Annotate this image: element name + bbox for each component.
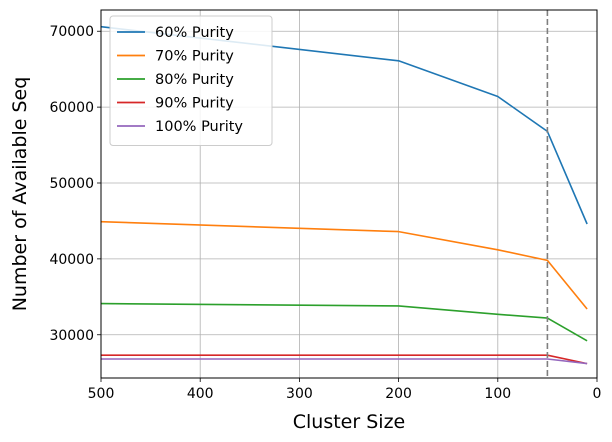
y-tick-label: 60000 — [49, 100, 94, 116]
legend-entry: 60% Purity — [155, 25, 234, 41]
y-tick-label: 70000 — [49, 24, 94, 40]
series-lines — [100, 25, 588, 365]
x-tick-label: 100 — [484, 386, 511, 402]
series-line — [101, 354, 588, 365]
x-tick-label: 300 — [286, 386, 313, 402]
series-line — [100, 25, 588, 225]
legend: 60% Purity 70% Purity 80% Purity 90% Purity… — [109, 15, 273, 146]
legend-box — [109, 15, 273, 146]
x-tick-label: 500 — [88, 386, 115, 402]
x-tick-label: 400 — [187, 386, 214, 402]
series-line — [100, 302, 588, 342]
plot-frame — [100, 9, 598, 379]
y-axis-label: Number of Available Seq — [9, 77, 31, 312]
legend-entry: 70% Purity — [155, 49, 234, 65]
y-tick-label: 30000 — [49, 328, 94, 344]
legend-entry: 80% Purity — [155, 72, 234, 88]
legend-entry: 90% Purity — [155, 96, 234, 112]
series-line — [100, 220, 588, 310]
y-tick-label: 40000 — [49, 252, 94, 268]
x-tick-label: 0 — [593, 386, 602, 402]
x-axis-ticks: 500 400 300 200 100 0 — [88, 378, 602, 402]
y-axis-ticks: 30000 40000 50000 60000 70000 — [49, 24, 101, 344]
x-axis-label: Cluster Size — [293, 411, 405, 433]
series-line — [101, 358, 588, 365]
x-tick-label: 200 — [385, 386, 412, 402]
legend-entry: 100% Purity — [155, 119, 243, 135]
y-tick-label: 50000 — [49, 176, 94, 192]
